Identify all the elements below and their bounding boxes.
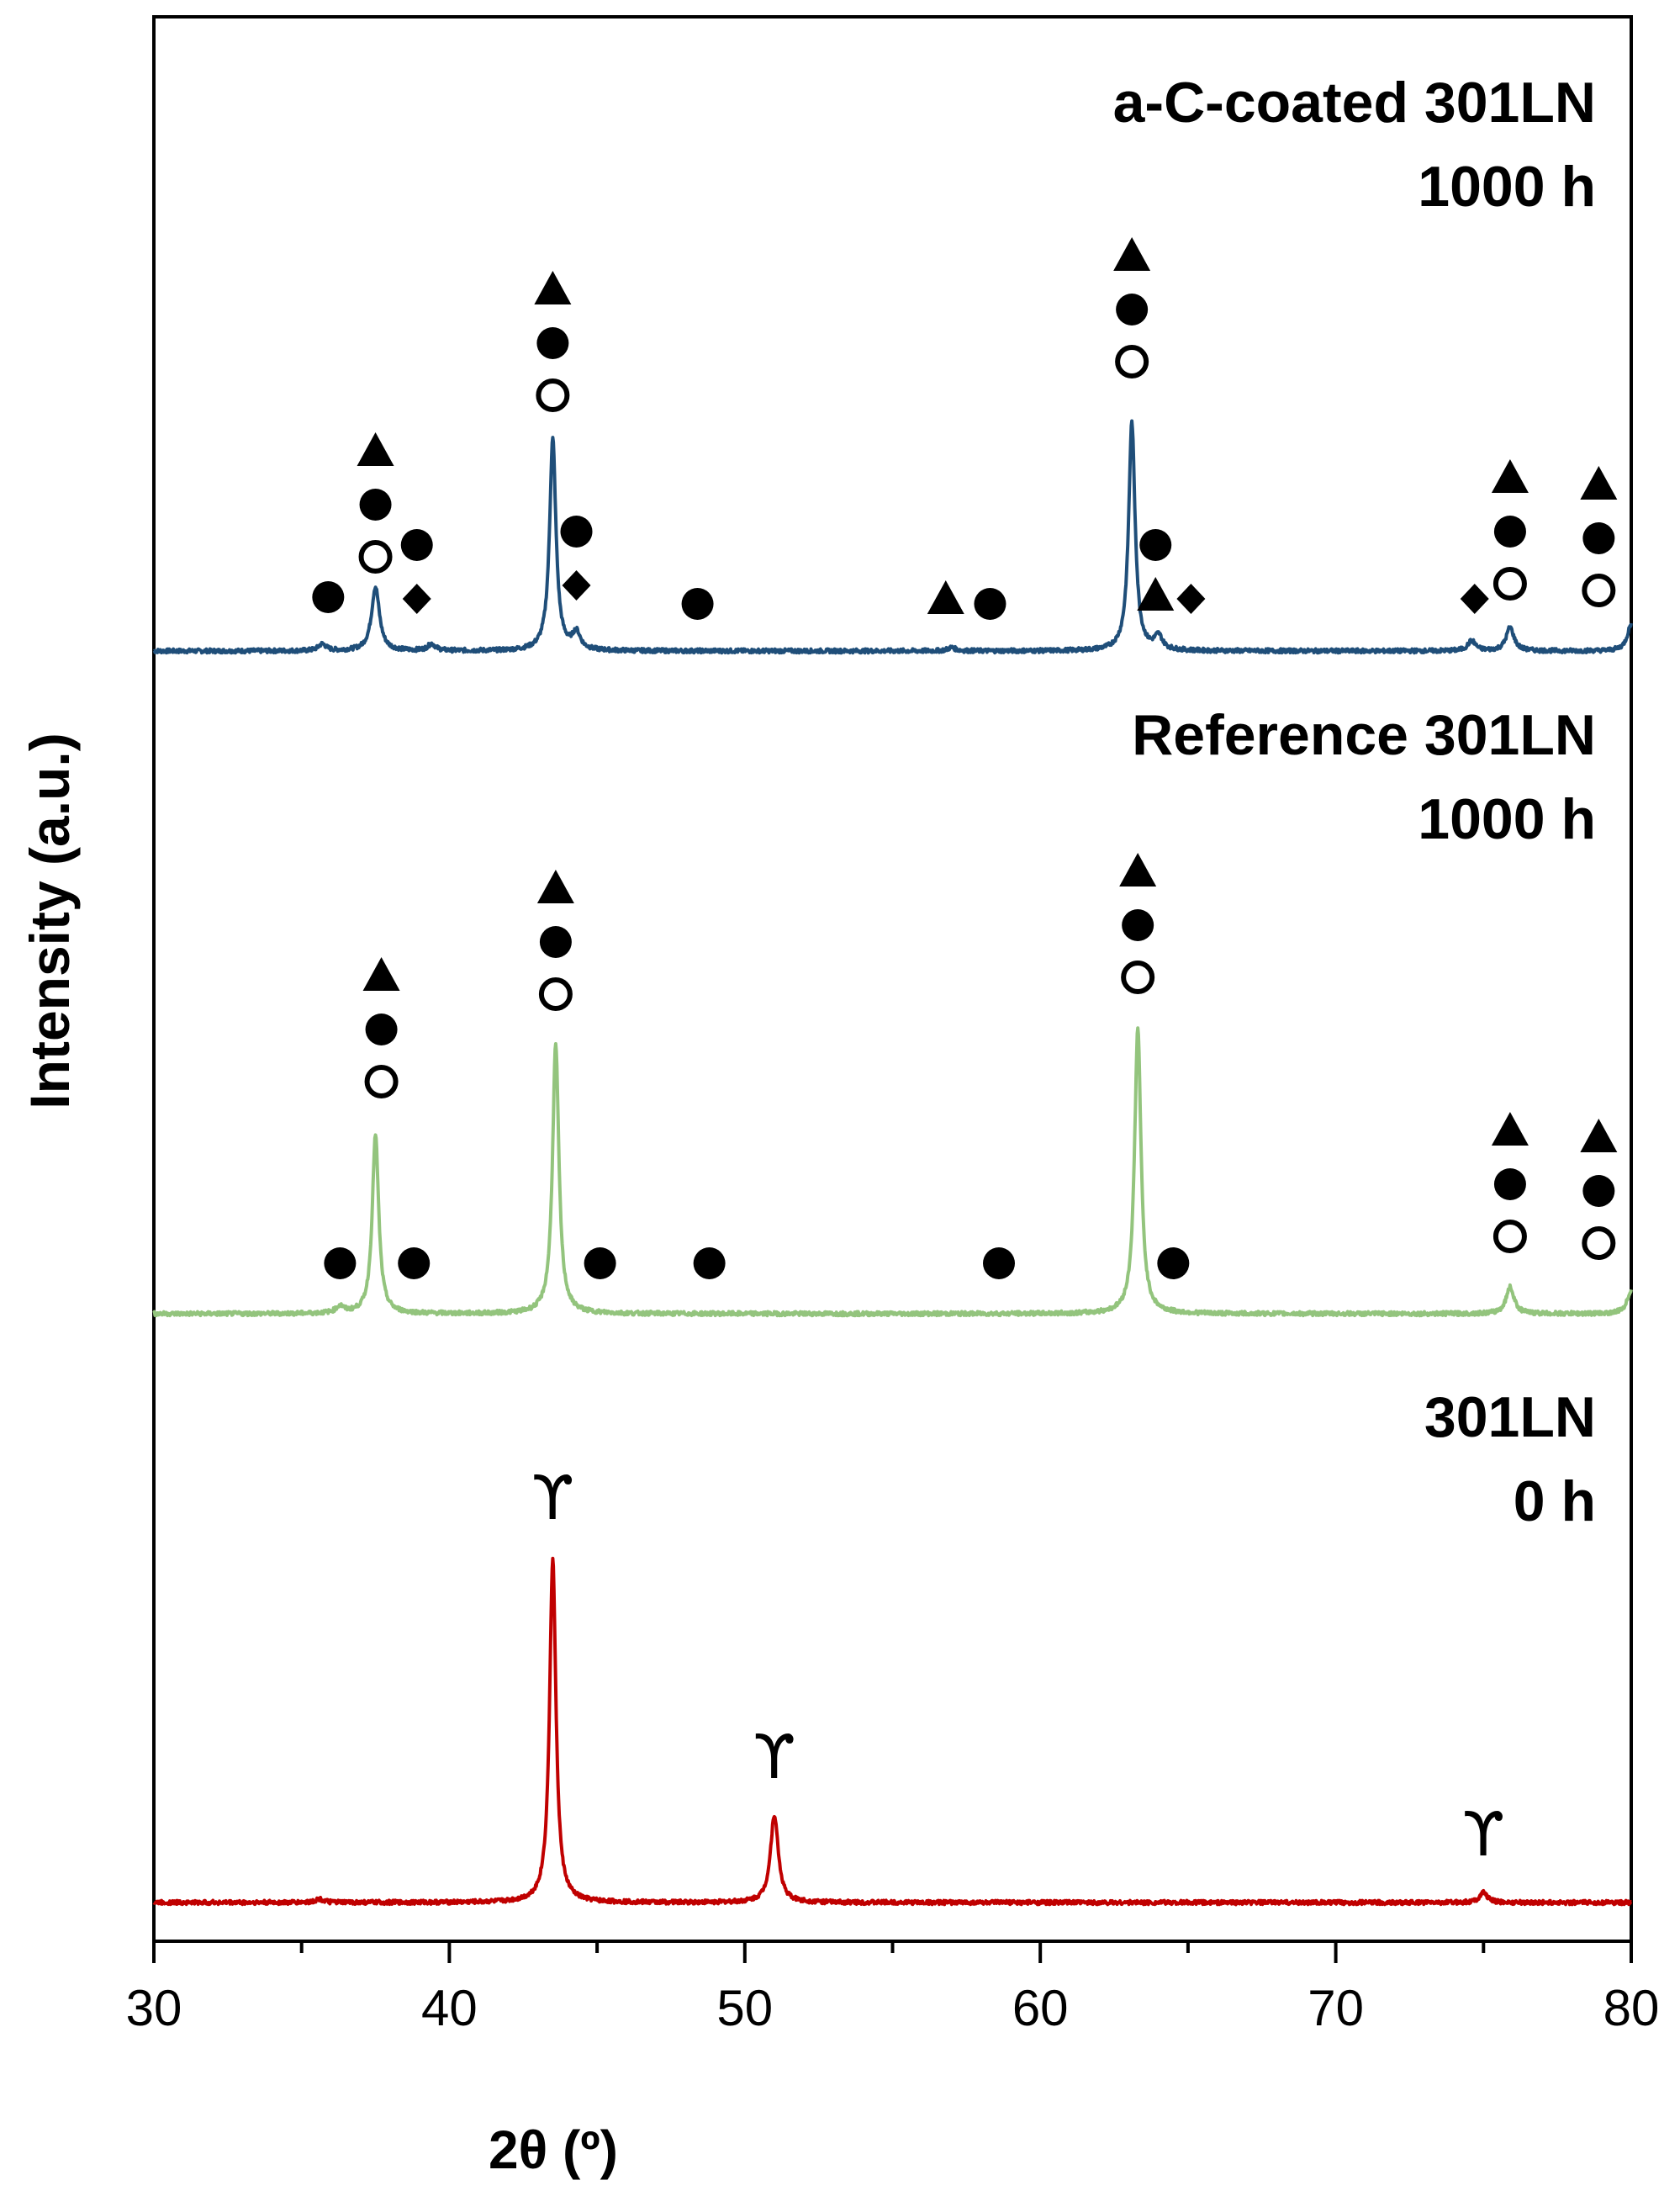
x-axis: 30 40 50 60 70 80 — [126, 1941, 1660, 2036]
series-trace-3 — [152, 1556, 1633, 1907]
triangle-marker — [357, 432, 394, 466]
gamma-marker: ϒ — [531, 1463, 573, 1533]
filled-circle-marker — [400, 529, 433, 561]
x-tick-label: 70 — [1308, 1980, 1364, 2036]
series-label-2-line-2: 1000 h — [1418, 787, 1596, 851]
series-label-3-line-1: 301LN — [1424, 1385, 1596, 1449]
filled-circle-marker — [693, 1247, 726, 1279]
open-circle-marker — [1582, 574, 1616, 607]
triangle-marker — [536, 870, 574, 903]
triangle-marker — [534, 271, 572, 304]
series-trace-2 — [152, 1026, 1633, 1318]
filled-circle-marker — [1139, 529, 1172, 561]
open-circle-marker — [1492, 567, 1527, 601]
triangle-marker — [1119, 853, 1157, 887]
diamond-marker — [562, 570, 591, 601]
filled-circle-marker — [1157, 1247, 1190, 1279]
filled-circle-marker — [1493, 1168, 1526, 1200]
series-label-1-line-2: 1000 h — [1418, 155, 1596, 219]
gamma-marker: ϒ — [753, 1722, 795, 1792]
diamond-marker — [1176, 584, 1206, 614]
x-tick-label: 80 — [1603, 1980, 1660, 2036]
open-circle-marker — [538, 977, 573, 1011]
series-label-3-line-2: 0 h — [1514, 1469, 1596, 1533]
triangle-marker — [362, 957, 400, 991]
filled-circle-marker — [1116, 294, 1149, 325]
triangle-marker — [1580, 1119, 1618, 1152]
x-tick-label: 60 — [1012, 1980, 1069, 2036]
filled-circle-marker — [1582, 522, 1615, 554]
filled-circle-marker — [312, 581, 345, 613]
open-circle-marker — [358, 540, 393, 574]
filled-circle-marker — [1122, 909, 1154, 941]
filled-circle-marker — [974, 588, 1006, 620]
triangle-marker — [927, 580, 964, 614]
open-circle-marker — [1492, 1220, 1527, 1253]
diamond-marker — [402, 584, 431, 614]
phase-markers: ϒ ϒ ϒ — [312, 237, 1618, 1870]
filled-circle-marker — [359, 489, 392, 521]
triangle-marker — [1113, 237, 1151, 271]
filled-circle-marker — [584, 1247, 616, 1279]
open-circle-marker — [536, 378, 570, 412]
filled-circle-marker — [1493, 516, 1526, 548]
open-circle-marker — [1121, 961, 1155, 994]
x-tick-label: 50 — [716, 1980, 773, 2036]
x-tick-label: 30 — [126, 1980, 182, 2036]
filled-circle-marker — [539, 926, 572, 958]
open-circle-marker — [364, 1065, 399, 1098]
diamond-marker — [1460, 584, 1489, 614]
open-circle-marker — [1115, 345, 1149, 378]
y-axis-label: Intensity (a.u.) — [18, 733, 81, 1109]
filled-circle-marker — [681, 588, 714, 620]
triangle-marker — [1491, 1112, 1529, 1146]
filled-circle-marker — [1582, 1175, 1615, 1207]
series-label-1-line-1: a-C-coated 301LN — [1113, 71, 1596, 135]
filled-circle-marker — [983, 1247, 1016, 1279]
filled-circle-marker — [365, 1014, 398, 1045]
open-circle-marker — [1582, 1226, 1616, 1260]
series-trace-1 — [152, 419, 1633, 655]
triangle-marker — [1580, 466, 1618, 500]
triangle-marker — [1137, 577, 1175, 611]
filled-circle-marker — [398, 1247, 431, 1279]
filled-circle-marker — [536, 327, 569, 359]
traces — [152, 419, 1633, 1907]
x-tick-label: 40 — [421, 1980, 478, 2036]
filled-circle-marker — [560, 516, 593, 548]
series-labels: a-C-coated 301LN 1000 h Reference 301LN 100… — [1113, 71, 1596, 1533]
filled-circle-marker — [324, 1247, 357, 1279]
triangle-marker — [1491, 459, 1529, 493]
series-label-2-line-1: Reference 301LN — [1132, 703, 1596, 767]
x-axis-label: 2θ (º) — [489, 2120, 618, 2180]
gamma-marker: ϒ — [1462, 1799, 1504, 1870]
